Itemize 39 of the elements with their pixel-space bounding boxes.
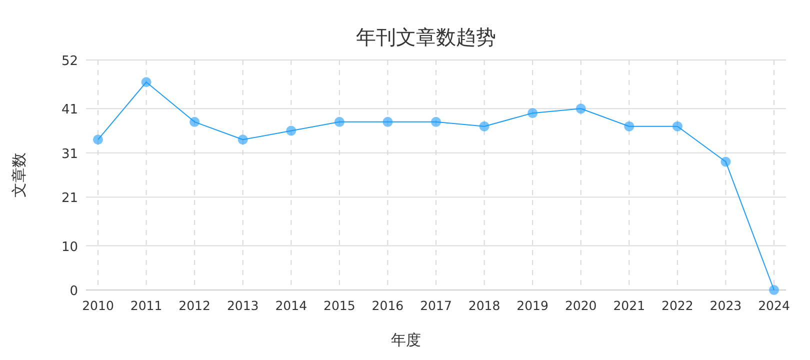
x-tick-label: 2017 [420,298,452,313]
y-tick-label: 0 [70,284,78,299]
x-tick-label: 2010 [82,298,114,313]
x-tick-label: 2019 [516,298,549,313]
point [576,104,586,114]
point [334,116,344,127]
point [431,116,441,127]
point [528,108,538,118]
x-tick-label: 2016 [372,298,404,313]
y-tick-label: 41 [61,102,78,118]
point [93,134,103,145]
x-tick-label: 2023 [710,298,742,313]
x-tick-label: 2018 [468,298,500,313]
x-tick-label: 2012 [178,298,210,313]
x-tick-label: 2013 [226,298,259,313]
x-axis-title: 年度 [391,331,421,349]
point [382,116,393,127]
point [190,116,200,127]
x-tick-label: 2022 [662,298,694,313]
x-tick-label: 2024 [758,298,790,313]
point [769,285,779,295]
y-tick-label: 10 [61,240,78,255]
x-tick-label: 2020 [564,298,597,313]
y-axis-title: 文章数 [10,152,28,198]
y-tick-label: 52 [61,54,78,69]
x-tick-label: 2014 [275,298,308,313]
chart-title: 年刊文章数趋势 [356,25,496,49]
x-tick-label: 2021 [613,298,646,313]
point [672,121,682,132]
point [141,77,152,88]
y-tick-label: 21 [61,191,78,206]
x-tick-label: 2015 [324,298,356,313]
x-tick-label: 2011 [130,298,162,313]
point [720,156,731,167]
point [479,121,490,132]
point [624,121,634,132]
y-tick-label: 31 [61,146,78,162]
point [238,134,248,145]
point [286,126,296,136]
